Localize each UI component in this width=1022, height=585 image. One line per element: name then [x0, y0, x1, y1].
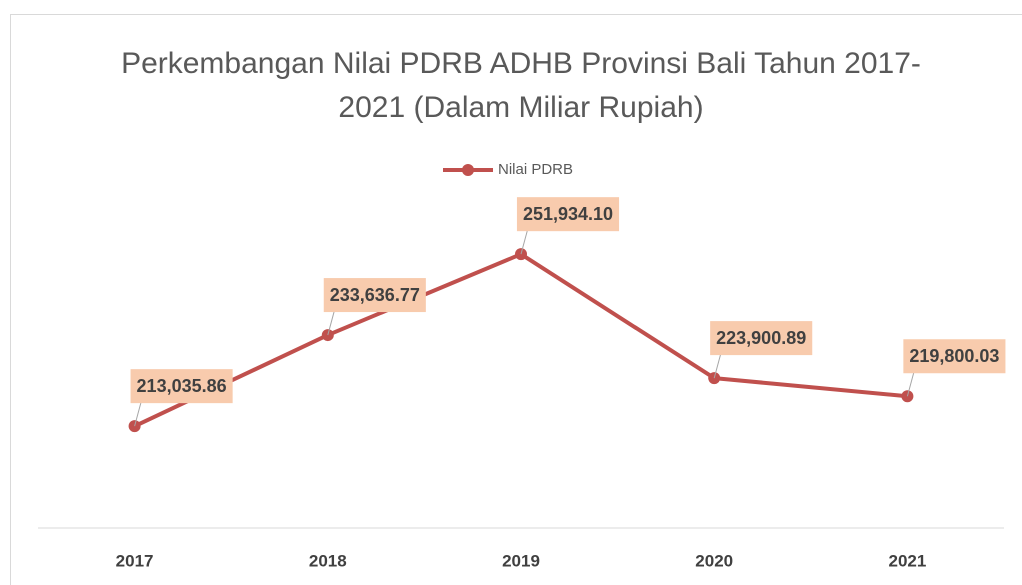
data-label-box: [323, 278, 426, 313]
legend-label: Nilai PDRB: [498, 161, 573, 178]
chart-title: Perkembangan Nilai PDRB ADHB Provinsi Ba…: [121, 47, 921, 124]
data-label-box: [130, 369, 233, 404]
data-label-text: 233,636.77: [330, 285, 420, 305]
chart-border: [10, 14, 1022, 585]
data-label-box: [903, 339, 1006, 374]
x-tick-label: 2019: [502, 551, 540, 570]
data-label-text: 223,900.89: [716, 328, 806, 348]
data-label: 223,900.89: [710, 321, 813, 356]
legend-marker: [462, 164, 474, 176]
data-label-box: [516, 197, 620, 232]
data-label: 233,636.77: [323, 278, 426, 313]
x-tick-label: 2017: [116, 551, 154, 570]
data-label-text: 219,800.03: [909, 346, 999, 366]
leader-line: [520, 228, 529, 255]
leader-line: [327, 308, 336, 336]
leader-line: [134, 400, 143, 427]
data-label-text: 251,934.10: [523, 204, 613, 224]
x-tick-label: 2021: [888, 551, 926, 570]
data-label-text: 213,035.86: [137, 376, 227, 396]
leader-line: [713, 351, 722, 379]
leader-line: [906, 370, 915, 397]
data-label: 213,035.86: [130, 369, 233, 404]
data-label: 219,800.03: [903, 339, 1006, 374]
data-label-box: [710, 321, 813, 356]
data-label: 251,934.10: [516, 197, 620, 232]
x-tick-label: 2020: [695, 551, 733, 570]
x-tick-label: 2018: [309, 551, 347, 570]
